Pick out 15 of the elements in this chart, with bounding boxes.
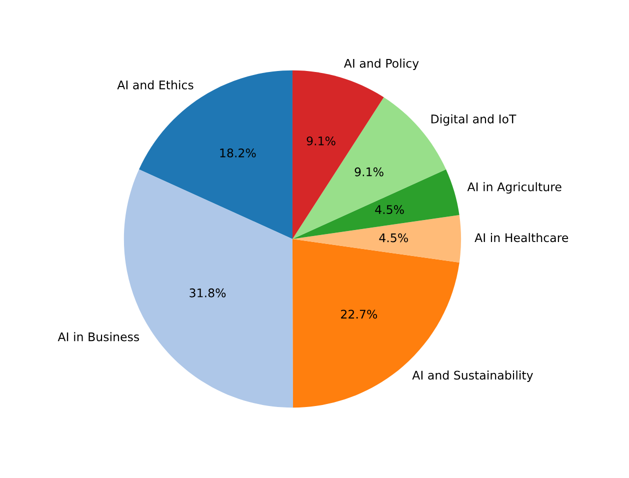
data-label: 4.5%	[375, 205, 404, 214]
data-label: 9.1%	[306, 136, 336, 146]
data-label: 22.7%	[341, 310, 378, 319]
slice-label: AI and Ethics	[117, 80, 194, 90]
slice-label: AI in Business	[58, 332, 140, 342]
data-label: 9.1%	[354, 167, 384, 176]
slice-label: AI and Policy	[344, 58, 419, 70]
data-label: 18.2%	[220, 148, 256, 158]
slice-label: AI and Sustainability	[412, 370, 533, 382]
slice-label: AI in Healthcare	[474, 233, 568, 242]
data-label: 4.5%	[379, 233, 408, 242]
pie-slice	[292, 214, 462, 263]
slice-label: Digital and IoT	[431, 114, 516, 126]
slice-label: AI in Agriculture	[467, 182, 562, 194]
data-label: 31.8%	[190, 288, 226, 298]
